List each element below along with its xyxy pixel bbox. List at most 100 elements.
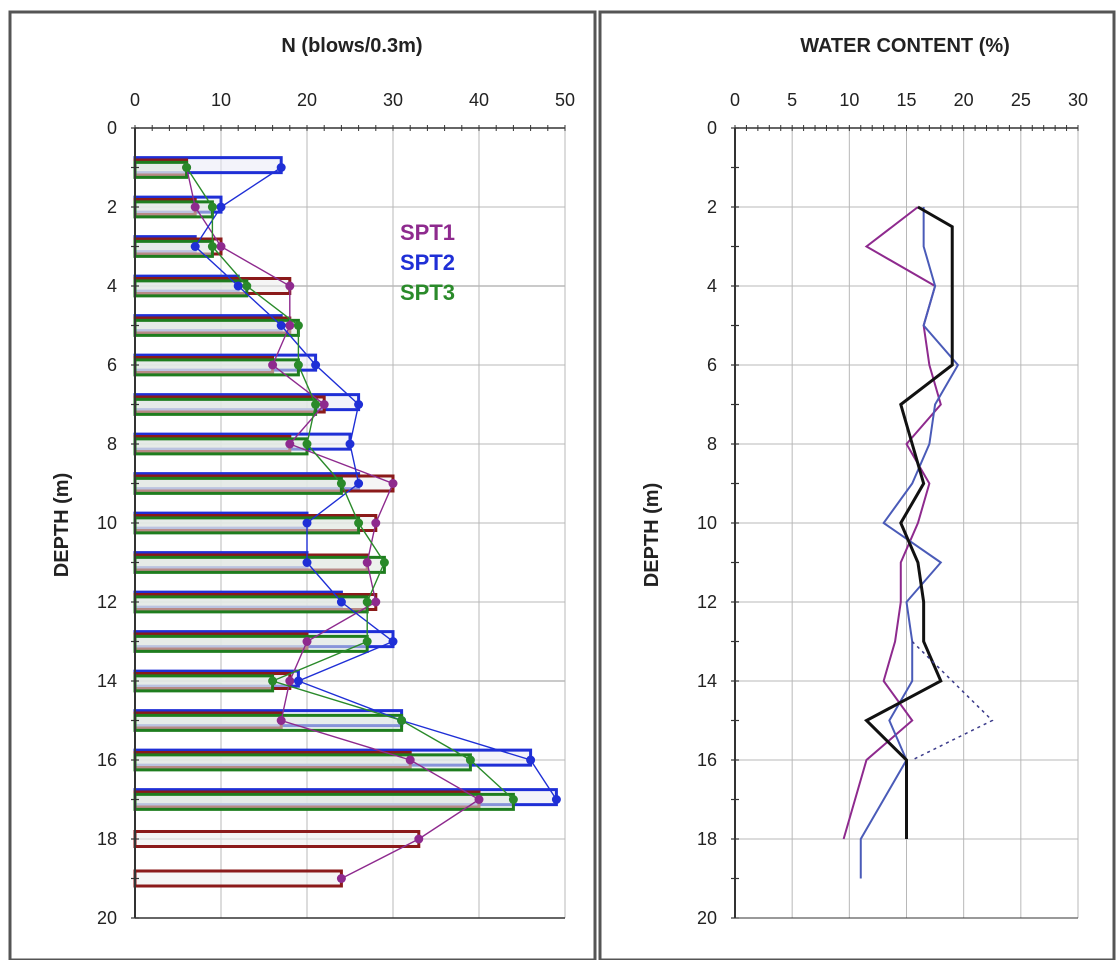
point-spt1	[474, 795, 484, 804]
point-spt3	[362, 597, 372, 607]
point-spt3	[336, 479, 346, 488]
bar-spt3	[133, 476, 343, 495]
point-spt1	[216, 242, 226, 251]
bar-spt1	[133, 869, 343, 888]
y-tick-label: 4	[107, 276, 117, 296]
spt-y-tick-labels: 0 2 4 6 8 10 12 14 16 18 20	[97, 118, 117, 928]
y-tick-label: 12	[697, 592, 717, 612]
point-spt2	[388, 637, 398, 646]
y-tick-label: 4	[707, 276, 717, 296]
x-tick-label: 10	[839, 90, 859, 110]
x-tick-label: 10	[211, 90, 231, 110]
point-spt3	[207, 202, 217, 212]
spt-bars	[133, 156, 558, 888]
point-spt2	[293, 676, 303, 686]
y-tick-label: 20	[697, 908, 717, 928]
x-tick-label: 0	[130, 90, 140, 110]
y-tick-label: 6	[107, 355, 117, 375]
spt-lines	[182, 163, 561, 883]
bar-spt3	[133, 160, 189, 179]
point-spt1	[371, 597, 381, 607]
point-spt3	[311, 400, 321, 409]
y-tick-label: 12	[97, 592, 117, 612]
point-spt1	[285, 439, 295, 449]
water-content-chart: 0 5 10 15 20 25 30 0 2 4 6 8 10 12 14 16 18 20 WATER CON…	[641, 35, 1088, 928]
point-spt2	[345, 439, 355, 449]
point-spt2	[302, 518, 312, 528]
y-tick-label: 6	[707, 355, 717, 375]
y-tick-label: 8	[707, 434, 717, 454]
point-spt2	[311, 360, 321, 370]
wc-line-3	[911, 640, 994, 761]
point-spt2	[276, 163, 286, 172]
point-spt3	[302, 439, 312, 449]
x-tick-label: 40	[469, 90, 489, 110]
wc-y-tick-labels: 0 2 4 6 8 10 12 14 16 18 20	[697, 118, 717, 928]
y-tick-label: 14	[97, 671, 117, 691]
bar-spt3	[133, 674, 275, 693]
legend-spt2: SPT2	[400, 250, 455, 275]
point-spt3	[379, 558, 389, 567]
y-tick-label: 2	[107, 197, 117, 217]
point-spt2	[336, 597, 346, 607]
spt-x-tick-labels: 0 10 20 30 40 50	[130, 90, 575, 110]
point-spt2	[551, 795, 561, 804]
spt-axes	[131, 125, 566, 919]
x-tick-label: 30	[1068, 90, 1088, 110]
y-tick-label: 8	[107, 434, 117, 454]
spt-ylabel: DEPTH (m)	[51, 473, 73, 577]
point-spt1	[268, 360, 278, 370]
bar-spt3	[133, 279, 249, 298]
bar-spt3	[133, 595, 369, 614]
legend-spt1: SPT1	[400, 220, 455, 245]
x-tick-label: 25	[1011, 90, 1031, 110]
y-tick-label: 18	[97, 829, 117, 849]
point-spt1	[190, 202, 200, 212]
x-tick-label: 20	[297, 90, 317, 110]
point-spt3	[182, 163, 192, 172]
point-spt2	[354, 479, 364, 488]
point-spt3	[354, 518, 364, 528]
y-tick-label: 16	[97, 750, 117, 770]
point-spt1	[414, 834, 424, 844]
point-spt2	[276, 321, 286, 330]
wc-axes	[731, 125, 1079, 919]
point-spt1	[276, 716, 286, 725]
point-spt2	[526, 755, 536, 765]
y-tick-label: 14	[697, 671, 717, 691]
bar-spt3	[133, 437, 309, 456]
point-spt3	[397, 716, 407, 725]
point-spt3	[293, 360, 303, 370]
point-spt2	[190, 242, 200, 251]
point-spt2	[216, 202, 226, 212]
bar-spt3	[133, 516, 361, 535]
x-tick-label: 50	[555, 90, 575, 110]
bar-spt3	[133, 397, 318, 416]
x-tick-label: 30	[383, 90, 403, 110]
point-spt1	[405, 755, 415, 765]
point-spt2	[354, 400, 364, 409]
bar-spt3	[133, 239, 214, 258]
x-tick-label: 0	[730, 90, 740, 110]
point-spt3	[508, 795, 518, 804]
y-tick-label: 20	[97, 908, 117, 928]
y-tick-label: 10	[97, 513, 117, 533]
wc-x-tick-labels: 0 5 10 15 20 25 30	[730, 90, 1088, 110]
bar-spt3	[133, 713, 404, 732]
point-spt3	[207, 242, 217, 251]
point-spt1	[285, 321, 295, 330]
bar-spt3	[133, 792, 515, 811]
point-spt1	[371, 518, 381, 528]
point-spt1	[388, 479, 398, 488]
point-spt1	[302, 637, 312, 646]
point-spt2	[233, 281, 243, 291]
point-spt1	[362, 558, 372, 567]
y-tick-label: 10	[697, 513, 717, 533]
wc-title: WATER CONTENT (%)	[800, 35, 1010, 57]
point-spt2	[302, 558, 312, 567]
x-tick-label: 20	[954, 90, 974, 110]
y-tick-label: 2	[707, 197, 717, 217]
point-spt3	[242, 281, 252, 291]
